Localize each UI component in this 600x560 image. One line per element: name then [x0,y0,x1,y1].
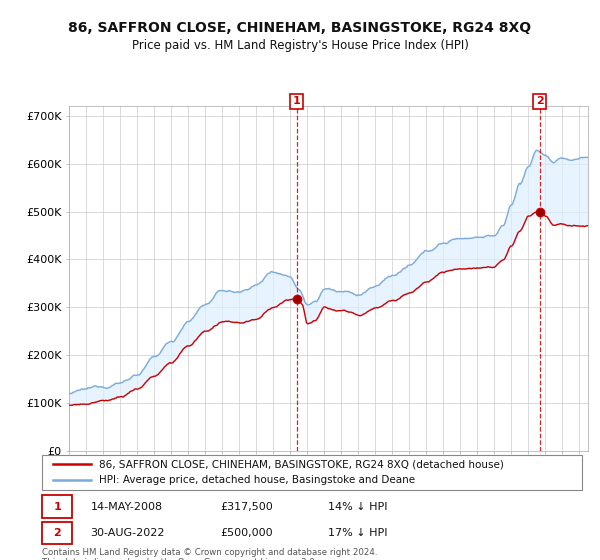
Text: 30-AUG-2022: 30-AUG-2022 [91,528,165,538]
Text: 14-MAY-2008: 14-MAY-2008 [91,502,163,512]
Text: 1: 1 [293,96,301,106]
Text: 1: 1 [53,502,61,512]
Text: 14% ↓ HPI: 14% ↓ HPI [328,502,388,512]
Text: £500,000: £500,000 [220,528,273,538]
Text: 2: 2 [53,528,61,538]
Text: Contains HM Land Registry data © Crown copyright and database right 2024.
This d: Contains HM Land Registry data © Crown c… [42,548,377,560]
FancyBboxPatch shape [42,455,582,490]
Text: HPI: Average price, detached house, Basingstoke and Deane: HPI: Average price, detached house, Basi… [98,475,415,486]
Text: £317,500: £317,500 [220,502,273,512]
Text: 2: 2 [536,96,544,106]
Text: Price paid vs. HM Land Registry's House Price Index (HPI): Price paid vs. HM Land Registry's House … [131,39,469,52]
Text: 17% ↓ HPI: 17% ↓ HPI [328,528,388,538]
Text: 86, SAFFRON CLOSE, CHINEHAM, BASINGSTOKE, RG24 8XQ: 86, SAFFRON CLOSE, CHINEHAM, BASINGSTOKE… [68,21,532,35]
Text: 86, SAFFRON CLOSE, CHINEHAM, BASINGSTOKE, RG24 8XQ (detached house): 86, SAFFRON CLOSE, CHINEHAM, BASINGSTOKE… [98,459,503,469]
FancyBboxPatch shape [42,496,72,518]
FancyBboxPatch shape [42,522,72,544]
